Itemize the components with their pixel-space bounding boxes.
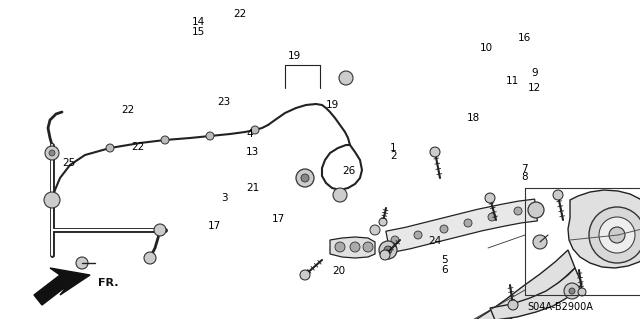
Text: 11: 11 [506,76,518,86]
Text: 8: 8 [522,172,528,182]
Text: 18: 18 [467,113,480,123]
Circle shape [485,193,495,203]
Circle shape [350,242,360,252]
Circle shape [514,207,522,215]
Circle shape [430,147,440,157]
Circle shape [464,219,472,227]
Circle shape [380,250,390,260]
Circle shape [379,218,387,226]
Text: 13: 13 [246,146,259,157]
Text: S04A-B2900A: S04A-B2900A [527,302,593,312]
Circle shape [154,224,166,236]
Text: 6: 6 [442,264,448,275]
Text: 20: 20 [333,266,346,276]
Text: 26: 26 [342,166,355,176]
Circle shape [599,217,635,253]
Text: 10: 10 [480,43,493,53]
Circle shape [144,252,156,264]
Text: 24: 24 [429,236,442,246]
Circle shape [414,231,422,239]
Text: 17: 17 [272,213,285,224]
Text: 2: 2 [390,151,397,161]
Polygon shape [34,268,90,305]
Text: 16: 16 [518,33,531,43]
Circle shape [609,227,625,243]
Circle shape [206,132,214,140]
Circle shape [45,146,59,160]
Circle shape [49,150,55,156]
Circle shape [251,126,259,134]
Text: 22: 22 [234,9,246,19]
Text: 1: 1 [390,143,397,153]
Circle shape [528,202,544,218]
Circle shape [370,225,380,235]
Text: 22: 22 [131,142,144,152]
Text: 19: 19 [288,51,301,61]
Circle shape [44,192,60,208]
Polygon shape [490,268,582,319]
Text: 5: 5 [442,255,448,265]
Circle shape [533,235,547,249]
Text: 17: 17 [208,221,221,232]
Circle shape [391,236,399,244]
Circle shape [379,241,397,259]
Circle shape [296,169,314,187]
Text: 7: 7 [522,164,528,174]
Circle shape [578,288,586,296]
Text: 3: 3 [221,193,227,203]
Text: 23: 23 [218,97,230,107]
Text: 15: 15 [192,27,205,37]
Circle shape [440,225,448,233]
Text: 12: 12 [528,83,541,93]
Circle shape [339,71,353,85]
Text: 21: 21 [246,183,259,193]
Text: 4: 4 [246,129,253,139]
Polygon shape [386,199,538,253]
Circle shape [363,242,373,252]
Circle shape [161,136,169,144]
Circle shape [106,144,114,152]
Circle shape [76,257,88,269]
Circle shape [333,188,347,202]
Text: 19: 19 [326,100,339,110]
Text: 22: 22 [122,105,134,115]
Circle shape [384,246,392,254]
Text: 9: 9 [531,68,538,78]
Polygon shape [455,250,575,319]
Polygon shape [330,237,375,258]
Circle shape [508,300,518,310]
Circle shape [301,174,309,182]
Circle shape [564,283,580,299]
Polygon shape [568,190,640,268]
Text: 14: 14 [192,17,205,27]
Circle shape [488,213,496,221]
Circle shape [569,288,575,294]
Circle shape [553,190,563,200]
Circle shape [300,270,310,280]
Text: FR.: FR. [98,278,118,288]
Text: 25: 25 [63,158,76,168]
Circle shape [335,242,345,252]
Circle shape [589,207,640,263]
